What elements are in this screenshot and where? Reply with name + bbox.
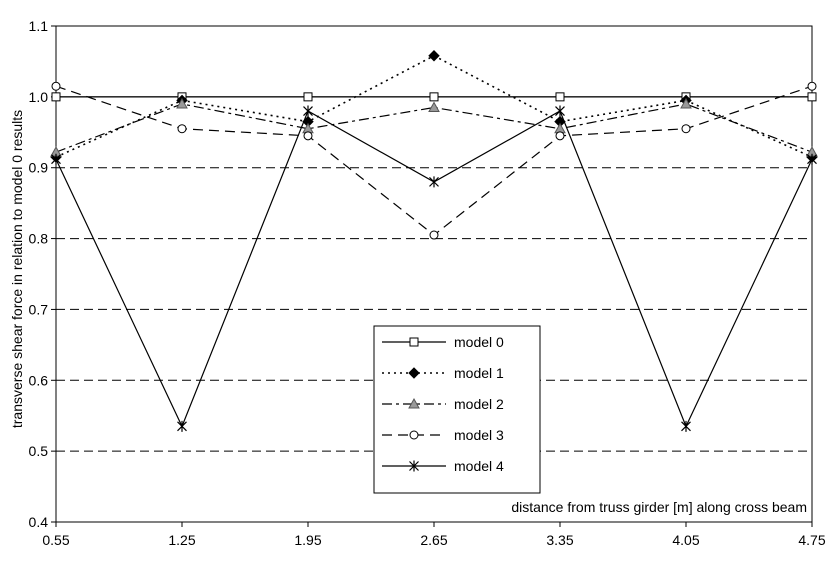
data-point-asterisk (51, 153, 61, 165)
x-tick-label: 1.95 (294, 532, 321, 548)
series-model-2 (50, 97, 818, 157)
data-point-asterisk (303, 105, 313, 117)
legend-item: model 1 (382, 365, 504, 381)
data-point-diamond (428, 50, 440, 62)
series-model-4 (51, 105, 817, 432)
legend-item: model 4 (382, 458, 504, 474)
series-layer (50, 50, 818, 432)
data-point-asterisk (681, 420, 691, 432)
x-tick-label: 4.75 (798, 532, 825, 548)
y-tick-label: 0.8 (29, 231, 49, 247)
y-tick-label: 0.5 (29, 443, 49, 459)
data-point-asterisk (409, 460, 419, 472)
series-model-0 (51, 92, 817, 102)
legend-label: model 2 (454, 396, 504, 412)
data-point-triangle (176, 97, 188, 109)
data-point-triangle (680, 97, 692, 109)
data-point-square (429, 92, 439, 102)
x-axis-label: distance from truss girder [m] along cro… (511, 499, 807, 515)
data-point-asterisk (429, 176, 439, 188)
data-point-circle (409, 430, 419, 440)
x-tick-label: 4.05 (672, 532, 699, 548)
legend-label: model 3 (454, 427, 504, 443)
x-tick-label: 1.25 (168, 532, 195, 548)
legend-item: model 2 (382, 396, 504, 412)
series-model-3 (51, 81, 817, 240)
x-tick-label: 2.65 (420, 532, 447, 548)
legend-box (373, 325, 541, 494)
legend: model 0 model 1 model 2 model 3 model 4 (373, 325, 541, 494)
legend-item: model 0 (382, 334, 504, 350)
data-point-circle (177, 124, 187, 134)
data-point-circle (681, 124, 691, 134)
data-point-asterisk (177, 420, 187, 432)
data-point-triangle (428, 101, 440, 112)
data-point-square (409, 337, 419, 347)
data-point-asterisk (807, 153, 817, 165)
data-point-square (303, 92, 313, 102)
y-tick-label: 0.4 (29, 514, 49, 530)
x-tick-label: 3.35 (546, 532, 573, 548)
data-point-asterisk (555, 105, 565, 117)
data-point-square (51, 92, 61, 102)
data-point-circle (555, 131, 565, 141)
data-point-diamond (408, 367, 420, 379)
y-tick-label: 1.1 (29, 18, 49, 34)
y-axis-ticks: 0.4 0.5 0.6 0.7 0.8 0.9 1.0 1.1 (29, 18, 56, 530)
y-axis-label: transverse shear force in relation to mo… (9, 110, 25, 428)
y-tick-label: 0.7 (29, 301, 49, 317)
y-tick-label: 0.9 (29, 160, 49, 176)
x-tick-label: 0.55 (42, 532, 69, 548)
y-tick-label: 1.0 (29, 89, 49, 105)
data-point-square (807, 92, 817, 102)
legend-item: model 3 (382, 427, 504, 443)
data-point-circle (807, 81, 817, 91)
legend-label: model 0 (454, 334, 504, 350)
data-point-square (555, 92, 565, 102)
data-point-circle (303, 131, 313, 141)
legend-label: model 1 (454, 365, 504, 381)
x-axis-ticks: 0.55 1.25 1.95 2.65 3.35 4.05 4.75 (42, 522, 826, 548)
data-point-circle (51, 81, 61, 91)
data-point-triangle (408, 397, 420, 409)
data-point-circle (429, 230, 439, 240)
legend-label: model 4 (454, 458, 504, 474)
y-tick-label: 0.6 (29, 372, 49, 388)
